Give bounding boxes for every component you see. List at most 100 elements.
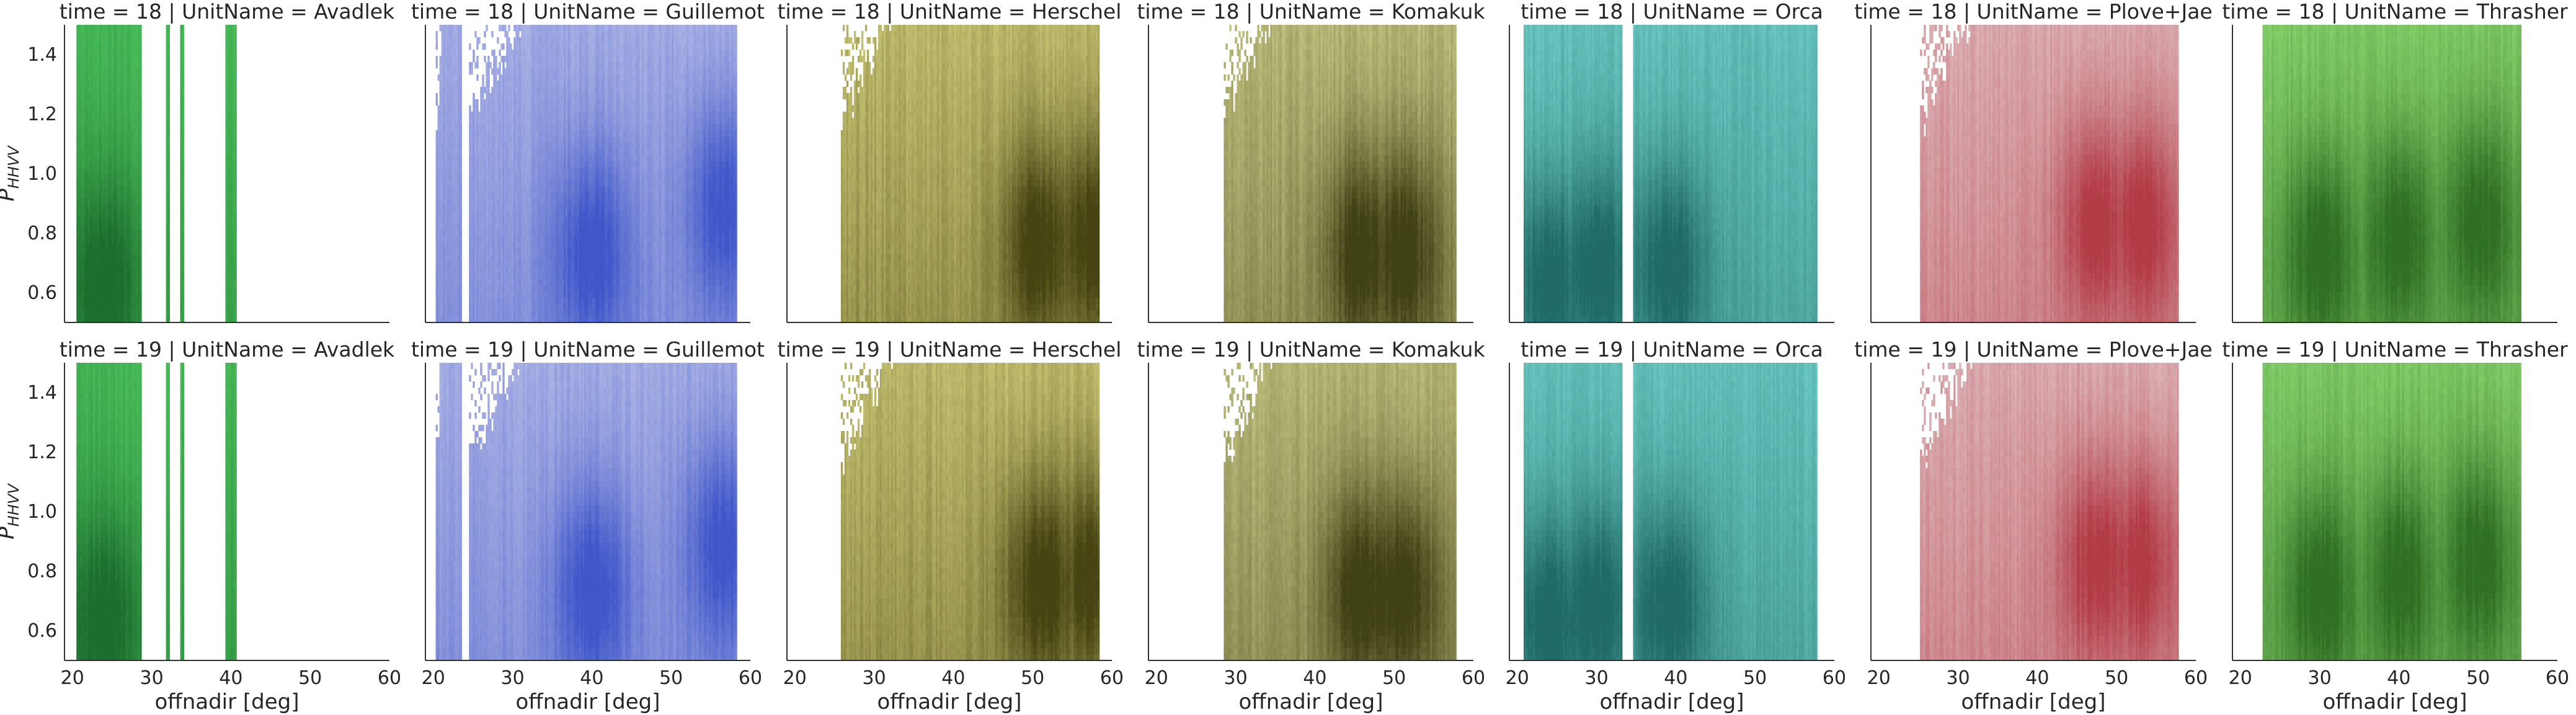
heatmap-cell: [93, 112, 95, 118]
heatmap-cell: [225, 99, 227, 105]
heatmap-cell: [132, 267, 134, 273]
heatmap-cell: [110, 118, 112, 124]
heatmap-cell: [125, 50, 127, 56]
heatmap-cell: [121, 273, 123, 279]
heatmap-cell: [512, 112, 513, 118]
heatmap-cell: [117, 229, 119, 236]
heatmap-cell: [231, 267, 233, 273]
heatmap-cell: [484, 87, 486, 93]
heatmap-cell: [547, 198, 549, 205]
heatmap-cell: [180, 236, 182, 242]
heatmap-cell: [484, 192, 486, 198]
heatmap-cell: [534, 260, 536, 267]
heatmap-cell: [517, 81, 519, 87]
heatmap-cell: [180, 248, 182, 254]
heatmap-cell: [556, 316, 558, 322]
heatmap-cell: [469, 149, 471, 155]
heatmap-cell: [493, 254, 495, 260]
heatmap-cell: [76, 316, 78, 322]
heatmap-cell: [484, 31, 486, 37]
heatmap-cell: [82, 229, 84, 236]
heatmap-cell: [97, 124, 99, 130]
heatmap-cell: [449, 99, 451, 105]
heatmap-cell: [451, 198, 453, 205]
heatmap-cell: [442, 118, 443, 124]
heatmap-cell: [545, 298, 547, 304]
heatmap-cell: [225, 205, 227, 211]
heatmap-cell: [76, 81, 78, 87]
heatmap-cell: [473, 155, 474, 161]
heatmap-cell: [495, 143, 497, 149]
heatmap-cell: [130, 149, 132, 155]
heatmap-cell: [528, 118, 530, 124]
heatmap-cell: [110, 149, 112, 155]
heatmap-cell: [545, 279, 547, 285]
heatmap-cell: [78, 236, 80, 242]
heatmap-cell: [521, 136, 523, 143]
heatmap-cell: [106, 43, 108, 50]
heatmap-cell: [442, 105, 443, 112]
heatmap-cell: [91, 304, 93, 310]
heatmap-cell: [558, 304, 560, 310]
heatmap-cell: [445, 298, 447, 304]
heatmap-cell: [534, 87, 536, 93]
heatmap-cell: [532, 298, 534, 304]
heatmap-cell: [112, 192, 113, 198]
heatmap-cell: [482, 180, 484, 186]
heatmap-cell: [556, 143, 558, 149]
heatmap-cell: [128, 211, 130, 217]
heatmap-cell: [499, 99, 500, 105]
heatmap-cell: [484, 279, 486, 285]
heatmap-cell: [453, 81, 455, 87]
heatmap-cell: [76, 229, 78, 236]
heatmap-cell: [82, 136, 84, 143]
heatmap-cell: [526, 112, 528, 118]
heatmap-cell: [166, 25, 168, 31]
heatmap-cell: [110, 229, 112, 236]
heatmap-cell: [180, 180, 182, 186]
heatmap-cell: [489, 161, 491, 167]
heatmap-cell: [136, 217, 138, 223]
heatmap-cell: [536, 260, 538, 267]
heatmap-cell: [521, 291, 523, 298]
heatmap-cell: [229, 74, 231, 81]
heatmap-cell: [128, 43, 130, 50]
heatmap-cell: [99, 37, 100, 43]
heatmap-cell: [469, 298, 471, 304]
heatmap-cell: [487, 136, 489, 143]
heatmap-cell: [106, 130, 108, 136]
heatmap-cell: [100, 298, 102, 304]
heatmap-cell: [166, 31, 168, 37]
heatmap-cell: [456, 291, 458, 298]
heatmap-cell: [125, 37, 127, 43]
heatmap-cell: [525, 50, 526, 56]
heatmap-cell: [536, 161, 538, 167]
heatmap-cell: [80, 31, 82, 37]
heatmap-cell: [89, 254, 91, 260]
heatmap-cell: [486, 99, 487, 105]
heatmap-cell: [486, 87, 487, 93]
heatmap-cell: [521, 149, 523, 155]
heatmap-cell: [471, 298, 473, 304]
heatmap-cell: [231, 161, 233, 167]
heatmap-cell: [229, 180, 231, 186]
heatmap-cell: [110, 93, 112, 99]
heatmap-cell: [486, 192, 487, 198]
heatmap-cell: [541, 136, 543, 143]
heatmap-cell: [82, 167, 84, 174]
heatmap-cell: [130, 180, 132, 186]
heatmap-cell: [231, 242, 233, 248]
heatmap-cell: [532, 93, 534, 99]
heatmap-cell: [436, 248, 438, 254]
heatmap-cell: [445, 43, 447, 50]
heatmap-cell: [112, 143, 113, 149]
heatmap-cell: [525, 143, 526, 149]
heatmap-cell: [123, 180, 125, 186]
heatmap-cell: [547, 211, 549, 217]
heatmap-cell: [447, 118, 449, 124]
heatmap-cell: [469, 130, 471, 136]
heatmap-cell: [549, 205, 551, 211]
heatmap-cell: [455, 149, 456, 155]
heatmap-cell: [478, 192, 480, 198]
heatmap-cell: [558, 149, 560, 155]
